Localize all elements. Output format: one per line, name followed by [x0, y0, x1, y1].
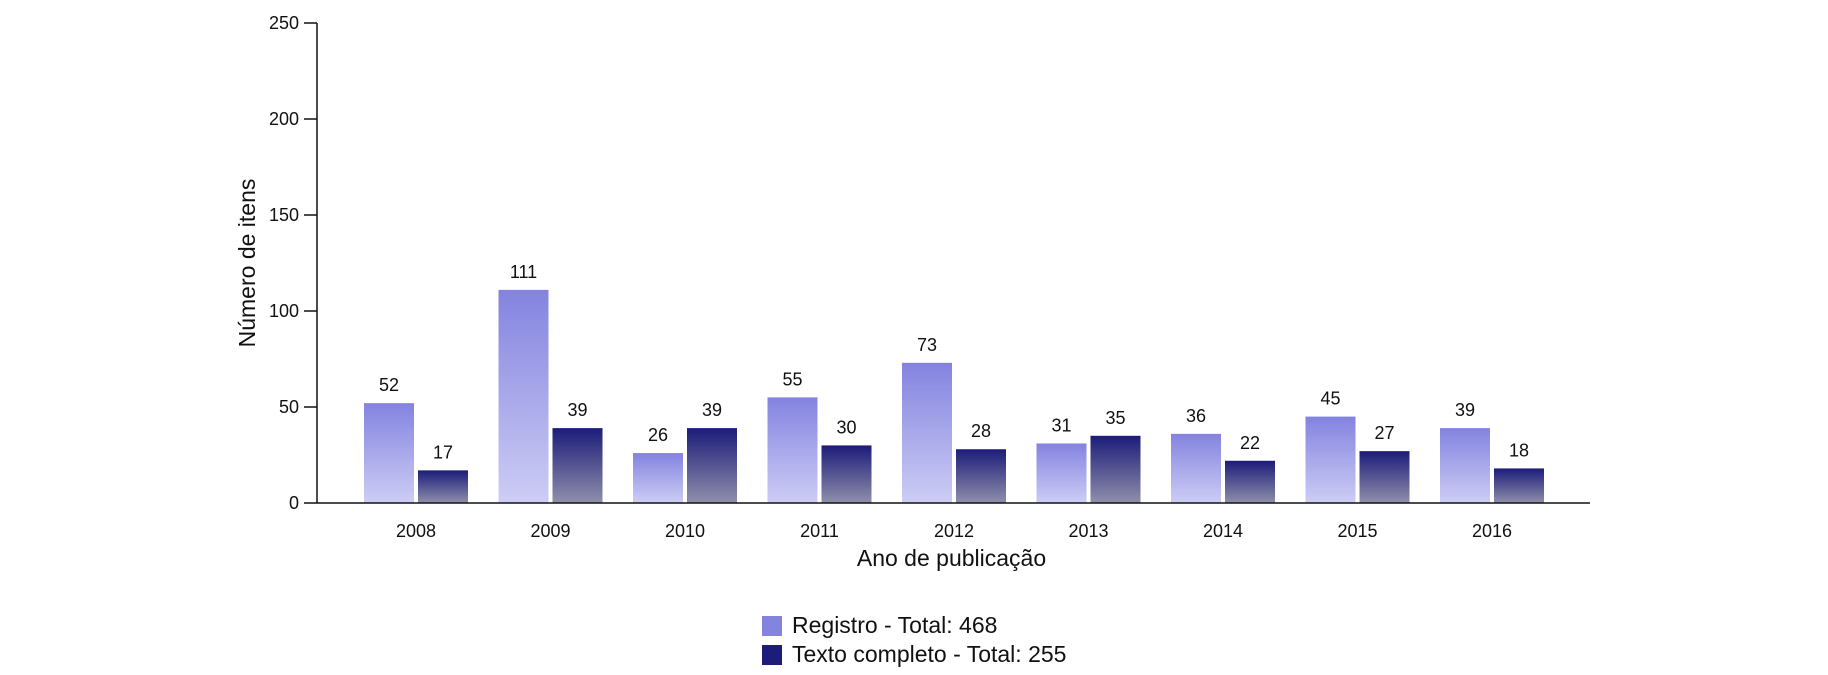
data-label: 111	[510, 262, 537, 282]
data-label: 52	[379, 375, 399, 395]
legend-label-registro: Registro - Total: 468	[792, 612, 998, 638]
bar-registro-2016	[1440, 428, 1490, 503]
x-tick-label: 2013	[1068, 521, 1108, 541]
y-axis-title: Número de itens	[234, 179, 260, 348]
data-label: 22	[1240, 433, 1260, 453]
legend-item-texto-completo: Texto completo - Total: 255	[762, 640, 1066, 669]
data-label: 55	[782, 369, 802, 389]
y-tick-label: 50	[279, 397, 299, 417]
data-label: 35	[1105, 408, 1125, 428]
value-labels-group: 52 17 111 39 26 39 55 30 73 28 31 35 36 22 45 27 39 18	[379, 262, 1529, 462]
data-label: 31	[1051, 415, 1071, 435]
data-label: 45	[1320, 389, 1340, 409]
y-tick-label: 150	[269, 205, 299, 225]
y-tick-label: 100	[269, 301, 299, 321]
bar-registro-2008	[364, 403, 414, 503]
legend: Registro - Total: 468 Texto completo - T…	[762, 611, 1066, 669]
bar-texto-completo-2010	[687, 428, 737, 503]
bars-group	[364, 289, 1544, 503]
legend-swatch-texto-completo	[762, 644, 782, 665]
data-label: 28	[971, 421, 991, 441]
data-label: 39	[1455, 400, 1475, 420]
legend-swatch-registro	[762, 615, 782, 636]
bar-texto-completo-2009	[552, 428, 603, 503]
bar-texto-completo-2015	[1359, 451, 1410, 503]
data-label: 36	[1186, 406, 1206, 426]
bar-registro-2014	[1171, 433, 1221, 503]
x-tick-label: 2010	[665, 521, 705, 541]
data-label: 17	[433, 442, 453, 462]
legend-item-registro: Registro - Total: 468	[762, 611, 1066, 640]
x-tick-label: 2008	[396, 521, 436, 541]
x-tick-label: 2009	[530, 521, 570, 541]
bar-registro-2013	[1036, 443, 1087, 503]
x-tick-label: 2011	[800, 521, 839, 541]
bar-texto-completo-2008	[418, 470, 468, 503]
x-axis-title: Ano de publicação	[857, 545, 1046, 571]
y-ticks-group: 0 50 100 150 200 250	[269, 13, 317, 513]
data-label: 18	[1509, 440, 1529, 460]
legend-label-texto-completo: Texto completo - Total: 255	[792, 641, 1067, 667]
data-label: 39	[567, 400, 587, 420]
y-tick-label: 200	[269, 109, 299, 129]
x-tick-label: 2015	[1337, 521, 1377, 541]
bar-registro-2010	[633, 453, 683, 503]
data-label: 39	[702, 400, 722, 420]
x-ticks-group: 2008 2009 2010 2011 2012 2013 2014 2015 2016	[396, 521, 1512, 541]
y-tick-label: 250	[269, 13, 299, 33]
bar-texto-completo-2011	[821, 445, 872, 503]
bar-registro-2009	[498, 289, 549, 503]
bar-registro-2011	[767, 397, 818, 503]
y-tick-label: 0	[289, 493, 299, 513]
data-label: 27	[1374, 423, 1394, 443]
x-tick-label: 2016	[1472, 521, 1512, 541]
data-label: 26	[648, 425, 668, 445]
x-tick-label: 2014	[1203, 521, 1243, 541]
bar-registro-2015	[1305, 416, 1356, 503]
bar-texto-completo-2016	[1494, 468, 1544, 503]
bar-texto-completo-2013	[1090, 435, 1141, 503]
bar-texto-completo-2014	[1225, 460, 1275, 503]
data-label: 73	[917, 335, 937, 355]
x-tick-label: 2012	[934, 521, 974, 541]
bar-registro-2012	[902, 362, 952, 503]
data-label: 30	[836, 417, 856, 437]
bar-texto-completo-2012	[956, 449, 1006, 503]
